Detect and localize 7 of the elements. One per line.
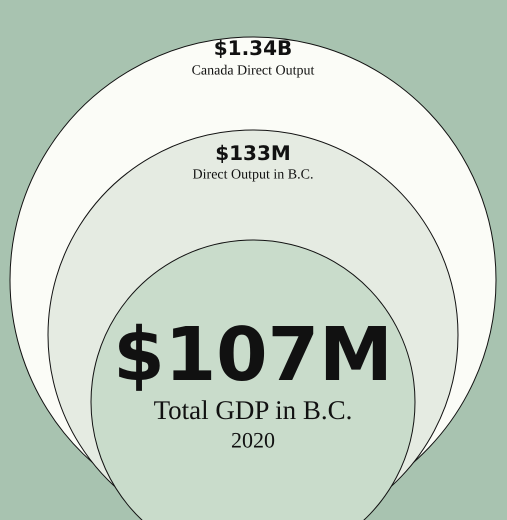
category-label: Canada Direct Output [192,64,315,78]
data-label: $1.34B [214,36,292,60]
category-label: Direct Output in B.C. [192,168,314,182]
text: 2020 [231,428,275,452]
data-label: $107M [113,312,393,398]
data-label: $133M [215,141,291,165]
category-label: Total GDP in B.C. [154,395,352,425]
